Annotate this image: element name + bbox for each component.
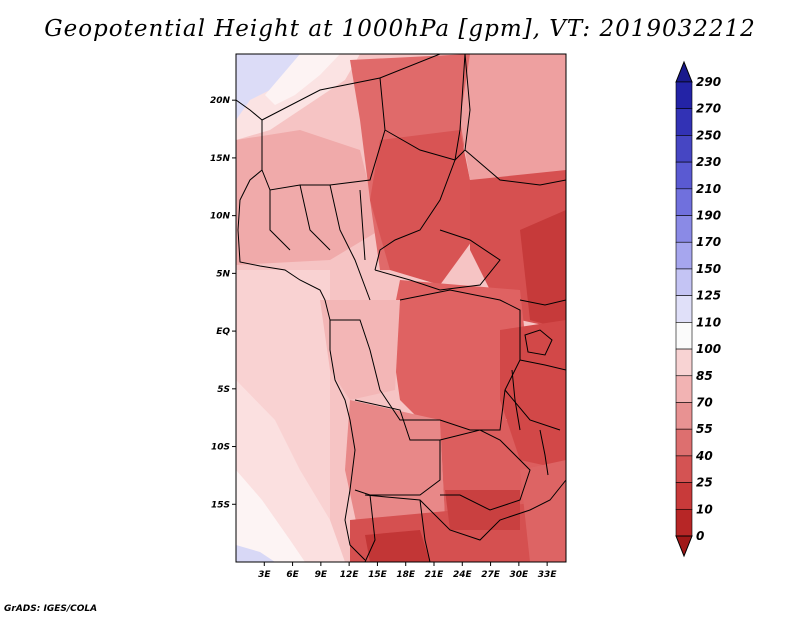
colorbar-label: 70 <box>696 395 713 409</box>
lon-tick-label: 33E <box>538 570 558 580</box>
credit-text: GrADS: IGES/COLA <box>4 604 98 614</box>
colorbar-label: 270 <box>696 102 721 116</box>
lon-tick-label: 15E <box>368 570 388 580</box>
lake-victoria <box>524 329 553 356</box>
colorbar-label: 10 <box>696 502 713 516</box>
colorbar-swatch <box>675 81 693 110</box>
lon-tick-label: 21E <box>425 570 445 580</box>
colorbar-label: 170 <box>696 235 721 249</box>
colorbar-swatch <box>675 108 693 136</box>
border-car <box>374 229 501 291</box>
colorbar-swatch <box>675 268 693 296</box>
colorbar: 2902702502302101901701501251101008570554… <box>675 60 721 558</box>
blue-low-sw <box>236 545 275 562</box>
lon-tick-label: 12E <box>340 570 360 580</box>
colorbar-swatch <box>675 402 693 430</box>
ocean-shading-white <box>236 470 305 562</box>
bots-dark <box>445 490 520 530</box>
lat-tick-label: EQ <box>216 327 230 337</box>
colorbar-swatch <box>675 241 693 270</box>
colorbar-swatch <box>675 161 693 190</box>
lon-tick-label: 6E <box>286 570 299 580</box>
colorbar-swatch <box>675 295 693 323</box>
gabon-pink <box>320 300 400 400</box>
lon-axis: 3E 6E 9E 12E 15E 18E 21E 24E 27E 30E 33E <box>258 562 557 580</box>
lake-tanganyika <box>511 369 521 431</box>
border-east <box>504 299 566 431</box>
colorbar-label: 110 <box>696 315 721 329</box>
lat-tick-label: 5N <box>216 269 230 279</box>
lon-tick-label: 9E <box>315 570 328 580</box>
colorbar-label: 290 <box>696 75 721 89</box>
colorbar-label: 210 <box>696 182 721 196</box>
sudan-pink <box>460 54 566 200</box>
colorbar-swatch <box>675 348 693 377</box>
lat-tick-label: 20N <box>210 96 231 106</box>
lat-tick-label: 10N <box>210 212 231 222</box>
colorbar-swatch <box>675 428 693 457</box>
colorbar-swatch <box>675 188 693 216</box>
lon-tick-label: 30E <box>510 570 530 580</box>
colorbar-label: 55 <box>696 422 713 436</box>
colorbar-bottom-arrow <box>675 535 693 558</box>
lon-tick-label: 27E <box>481 570 501 580</box>
chad-dark <box>370 130 480 285</box>
congo-mid <box>390 280 530 440</box>
border-chad <box>374 159 456 271</box>
lat-tick-label: 10S <box>211 443 230 453</box>
colorbar-label: 40 <box>695 449 713 463</box>
east-mozambique <box>520 460 566 562</box>
border-angola <box>354 399 441 496</box>
lat-axis: 20N 15N 10N 5N EQ 5S 10S 15S <box>210 96 236 510</box>
chart-title: Geopotential Height at 1000hPa [gpm], VT… <box>44 16 756 42</box>
plot-frame <box>235 53 567 563</box>
lon-tick-label: 18E <box>396 570 416 580</box>
colorbar-label: 85 <box>696 369 713 383</box>
colorbar-swatch <box>675 508 693 537</box>
blue-high-nw <box>236 54 300 120</box>
border-mali <box>261 77 386 191</box>
colorbar-label: 230 <box>696 155 721 169</box>
colorbar-label: 25 <box>696 476 713 490</box>
colorbar-label: 125 <box>696 289 721 303</box>
lat-tick-label: 15S <box>211 500 230 510</box>
white-nw <box>265 54 340 105</box>
east-africa-dark <box>500 320 566 470</box>
border-westafrica-internal <box>269 184 371 301</box>
south-darkest <box>365 530 430 562</box>
border-drc <box>330 289 521 431</box>
coastline-west <box>236 99 366 561</box>
colorbar-swatch <box>675 322 693 350</box>
border-namibia <box>364 494 431 562</box>
colorbar-label: 150 <box>696 262 721 276</box>
lon-tick-label: 3E <box>258 570 271 580</box>
lat-tick-label: 15N <box>210 154 231 164</box>
country-borders <box>236 54 566 562</box>
colorbar-swatch <box>675 455 693 483</box>
colorbar-swatch <box>675 482 693 510</box>
colorbar-label: 190 <box>696 209 721 223</box>
lat-tick-label: 5S <box>217 385 230 395</box>
border-zambia <box>439 429 531 511</box>
colorbar-swatch <box>675 135 693 163</box>
ethiopia-darkest <box>520 210 566 330</box>
lon-tick-label: 24E <box>453 570 473 580</box>
border-south <box>364 479 566 541</box>
colorbar-swatch <box>675 215 693 243</box>
lake-malawi <box>539 429 549 476</box>
height-field <box>236 54 566 562</box>
border-sudan <box>454 54 566 186</box>
colorbar-label: 100 <box>696 342 721 356</box>
colorbar-swatch <box>675 375 693 403</box>
colorbar-label: 250 <box>696 128 721 142</box>
westafrica-pink <box>236 130 380 265</box>
colorbar-top-arrow <box>675 60 693 83</box>
colorbar-label: 0 <box>696 529 704 543</box>
angola-mid <box>345 400 445 540</box>
